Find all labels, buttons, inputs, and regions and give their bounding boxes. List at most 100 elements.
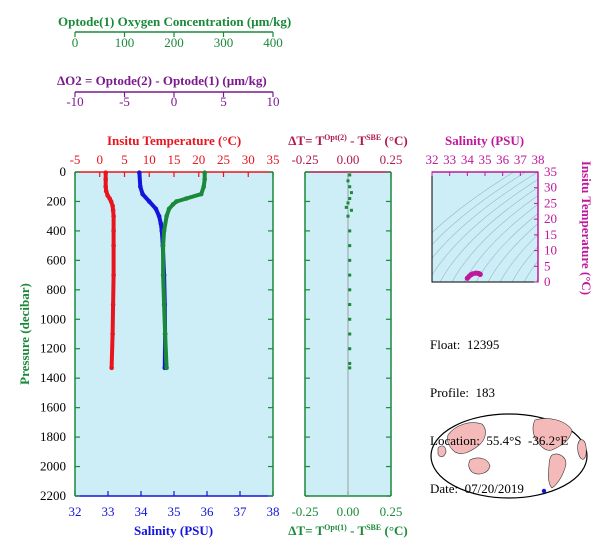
salinity-point: [146, 199, 152, 204]
oxygen-axis-tick-label: 100: [115, 35, 135, 50]
salinity-axis-tick-label: 32: [69, 504, 82, 519]
oxygen-axis-tick-label: 200: [164, 35, 184, 50]
delta-t-lower-label-part: - T: [347, 523, 367, 538]
pressure-axis-label: Pressure (decibar): [17, 283, 32, 385]
salinity-point: [153, 206, 159, 212]
oxygen-axis-label: Optode(1) Oxygen Concentration (µm/kg): [58, 14, 291, 29]
salinity-axis-tick-label: 37: [234, 504, 248, 519]
temperature-point: [110, 302, 116, 307]
temperature-axis-tick-label: 30: [242, 152, 255, 167]
oxygen-axis-tick-label: 0: [72, 35, 79, 50]
delta-t-points: [344, 173, 353, 370]
salinity-axis-tick-label: 35: [168, 504, 181, 519]
delta-o2-axis-label: ΔO2 = Optode(2) - Optode(1) (µm/kg): [57, 73, 267, 88]
oxygen-point: [170, 202, 176, 207]
oxygen-point: [184, 196, 189, 201]
delta-t-lower-axis-tick-label: -0.25: [291, 504, 318, 519]
delta-t-upper-axis-tick-label: -0.25: [291, 152, 318, 167]
delta-t-point: [348, 303, 352, 307]
pressure-tick-label: 1800: [40, 429, 66, 444]
delta-t-upper-axis-tick-label: 0.25: [380, 152, 403, 167]
delta-o2-axis-tick-label: -10: [66, 94, 83, 109]
density-contour: [548, 167, 608, 282]
ts-x-tick-label: 34: [461, 152, 475, 167]
temperature-point: [103, 170, 108, 176]
salinity-axis-tick-label: 33: [102, 504, 115, 519]
temperature-point: [110, 207, 116, 213]
oxygen-point: [160, 272, 166, 278]
pressure-tick-label: 1400: [40, 370, 66, 385]
salinity-point: [156, 213, 162, 219]
salinity-axis-tick-label: 36: [201, 504, 215, 519]
delta-t-lower-label-part: (°C): [381, 523, 408, 538]
delta-o2-axis-tick-label: 5: [220, 94, 227, 109]
oxygen-axis-tick-label: 300: [214, 35, 234, 50]
pressure-tick-label: 2200: [40, 488, 66, 503]
oxygen-point: [160, 243, 166, 248]
delta-t-upper-label-part: (°C): [381, 133, 408, 148]
salinity-axis-label: Salinity (PSU): [134, 523, 213, 538]
oxygen-point: [202, 177, 207, 182]
oxygen-point: [202, 170, 207, 176]
delta-t-point: [346, 179, 350, 183]
delta-t-upper-label-part: ΔT= T: [288, 133, 324, 148]
delta-t-upper-label-part: - T: [347, 133, 367, 148]
delta-t-upper-axis-tick-label: 0.00: [337, 152, 360, 167]
delta-t-point: [348, 185, 352, 189]
float-location-marker: [541, 488, 547, 494]
delta-t-point: [349, 208, 353, 212]
temperature-axis-tick-label: -5: [70, 152, 81, 167]
ts-x-tick-label: 32: [426, 152, 439, 167]
temperature-point: [111, 243, 116, 248]
delta-t-point: [348, 197, 352, 201]
delta-t-point: [348, 273, 352, 277]
delta-t-point: [348, 173, 352, 177]
ts-temperature-label: Insitu Temperature (°C): [579, 161, 594, 295]
temperature-point: [103, 184, 108, 190]
ts-y-tick-label: 10: [544, 243, 557, 258]
temperature-point: [103, 177, 108, 182]
pressure-tick-label: 400: [47, 223, 67, 238]
ts-x-tick-label: 38: [532, 152, 545, 167]
pressure-tick-label: 1000: [40, 311, 66, 326]
temperature-point: [111, 272, 116, 278]
temperature-point: [111, 228, 116, 234]
salinity-point: [158, 221, 164, 226]
temperature-axis-tick-label: 5: [121, 152, 128, 167]
oxygen-point: [164, 213, 169, 219]
density-contour: [499, 234, 538, 282]
oxygen-point: [174, 199, 179, 204]
ts-y-tick-label: 35: [544, 164, 557, 179]
temperature-point: [110, 203, 115, 209]
ts-y-tick-label: 25: [544, 195, 557, 210]
salinity-axis-tick-label: 34: [135, 504, 149, 519]
oxygen-point: [164, 365, 169, 371]
temperature-point: [110, 331, 115, 337]
oxygen-point: [162, 331, 168, 337]
temperature-point: [108, 199, 114, 204]
oxygen-point: [198, 191, 204, 197]
oxygen-point: [166, 206, 172, 212]
delta-t-lower-axis-tick-label: 0.25: [380, 504, 403, 519]
location: Location: 55.4°S -36.2°E: [430, 433, 569, 448]
temperature-axis-label: Insitu Temperature (°C): [107, 133, 241, 148]
delta-t-point: [348, 288, 352, 292]
pressure-tick-label: 0: [60, 164, 67, 179]
delta-o2-axis-tick-label: -5: [119, 94, 130, 109]
density-contour: [439, 186, 538, 282]
africa-shape: [577, 439, 587, 460]
pressure-tick-label: 800: [47, 282, 67, 297]
density-contour: [451, 195, 538, 282]
pressure-tick-label: 600: [47, 252, 67, 267]
delta-t-lower-label-part: Opt(1): [324, 523, 347, 532]
ts-y-tick-label: 20: [544, 211, 557, 226]
ts-x-tick-label: 37: [514, 152, 528, 167]
density-contour: [475, 213, 538, 282]
density-contour: [432, 172, 527, 246]
delta-t-lower-label-part: ΔT= T: [288, 523, 324, 538]
delta-t-upper-label-part: SBE: [366, 133, 381, 142]
ts-point: [477, 271, 483, 278]
